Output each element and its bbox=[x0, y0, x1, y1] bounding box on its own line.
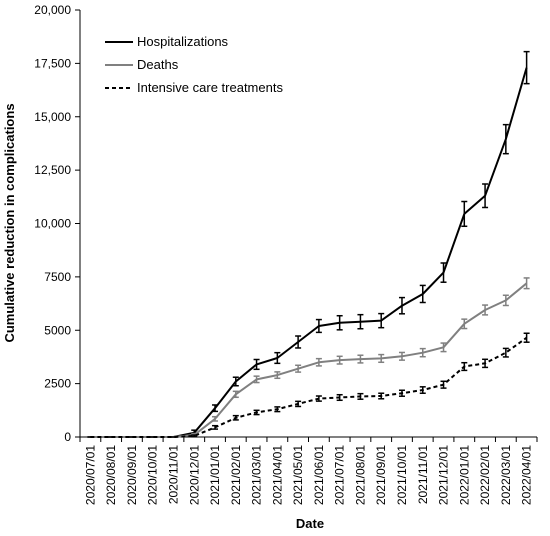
x-tick-label: 2021/02/01 bbox=[229, 445, 243, 505]
series-layer bbox=[87, 50, 530, 438]
x-axis-title: Date bbox=[296, 516, 324, 531]
legend-label: Intensive care treatments bbox=[137, 80, 283, 95]
x-tick-label: 2020/07/01 bbox=[83, 445, 97, 505]
legend: Hospitalizations Deaths Intensive care tre… bbox=[105, 34, 283, 95]
x-tick-label: 2021/06/01 bbox=[312, 445, 326, 505]
y-tick-label: 15,000 bbox=[34, 110, 71, 124]
x-tick-label: 2021/09/01 bbox=[374, 445, 388, 505]
x-tick-label: 2021/04/01 bbox=[270, 445, 284, 505]
x-tick-label: 2021/01/01 bbox=[208, 445, 222, 505]
y-axis-title: Cumulative reduction in complications bbox=[2, 103, 17, 342]
series-intensive-care-treatments bbox=[87, 332, 530, 438]
y-tick-label: 17,500 bbox=[34, 56, 71, 70]
x-tick-label: 2022/03/01 bbox=[499, 445, 513, 505]
x-tick-label: 2021/07/01 bbox=[333, 445, 347, 505]
x-tick-label: 2021/12/01 bbox=[437, 445, 451, 505]
x-tick-label: 2022/01/01 bbox=[457, 445, 471, 505]
y-tick-label: 10,000 bbox=[34, 217, 71, 231]
x-tick-label: 2022/02/01 bbox=[478, 445, 492, 505]
x-tick-label: 2021/03/01 bbox=[250, 445, 264, 505]
series-line bbox=[90, 336, 528, 438]
x-tick-label: 2021/10/01 bbox=[395, 445, 409, 505]
y-tick-label: 20,000 bbox=[34, 3, 71, 17]
y-tick-label: 2500 bbox=[44, 377, 71, 391]
x-tick-label: 2021/05/01 bbox=[291, 445, 305, 505]
x-tick-label: 2020/12/01 bbox=[187, 445, 201, 505]
y-tick-label: 12,500 bbox=[34, 163, 71, 177]
legend-label: Hospitalizations bbox=[137, 34, 229, 49]
series-hospitalizations bbox=[87, 50, 530, 438]
series-line bbox=[90, 282, 528, 438]
axes: 0 2500 5000 7500 10,000 12,500 15,000 17,500 20,… bbox=[34, 3, 538, 505]
x-tick-label: 2020/08/01 bbox=[104, 445, 118, 505]
x-tick-label: 2020/09/01 bbox=[125, 445, 139, 505]
series-deaths bbox=[87, 277, 530, 438]
x-tick-label: 2020/11/01 bbox=[166, 445, 180, 504]
legend-label: Deaths bbox=[137, 57, 179, 72]
x-tick-label: 2021/08/01 bbox=[353, 445, 367, 505]
y-tick-label: 5000 bbox=[44, 323, 71, 337]
y-tick-label: 7500 bbox=[44, 270, 71, 284]
series-line bbox=[90, 67, 528, 438]
x-tick-label: 2022/04/01 bbox=[520, 445, 534, 505]
x-tick-label: 2021/11/01 bbox=[416, 445, 430, 504]
y-tick-label: 0 bbox=[64, 430, 71, 444]
x-tick-label: 2020/10/01 bbox=[146, 445, 160, 505]
